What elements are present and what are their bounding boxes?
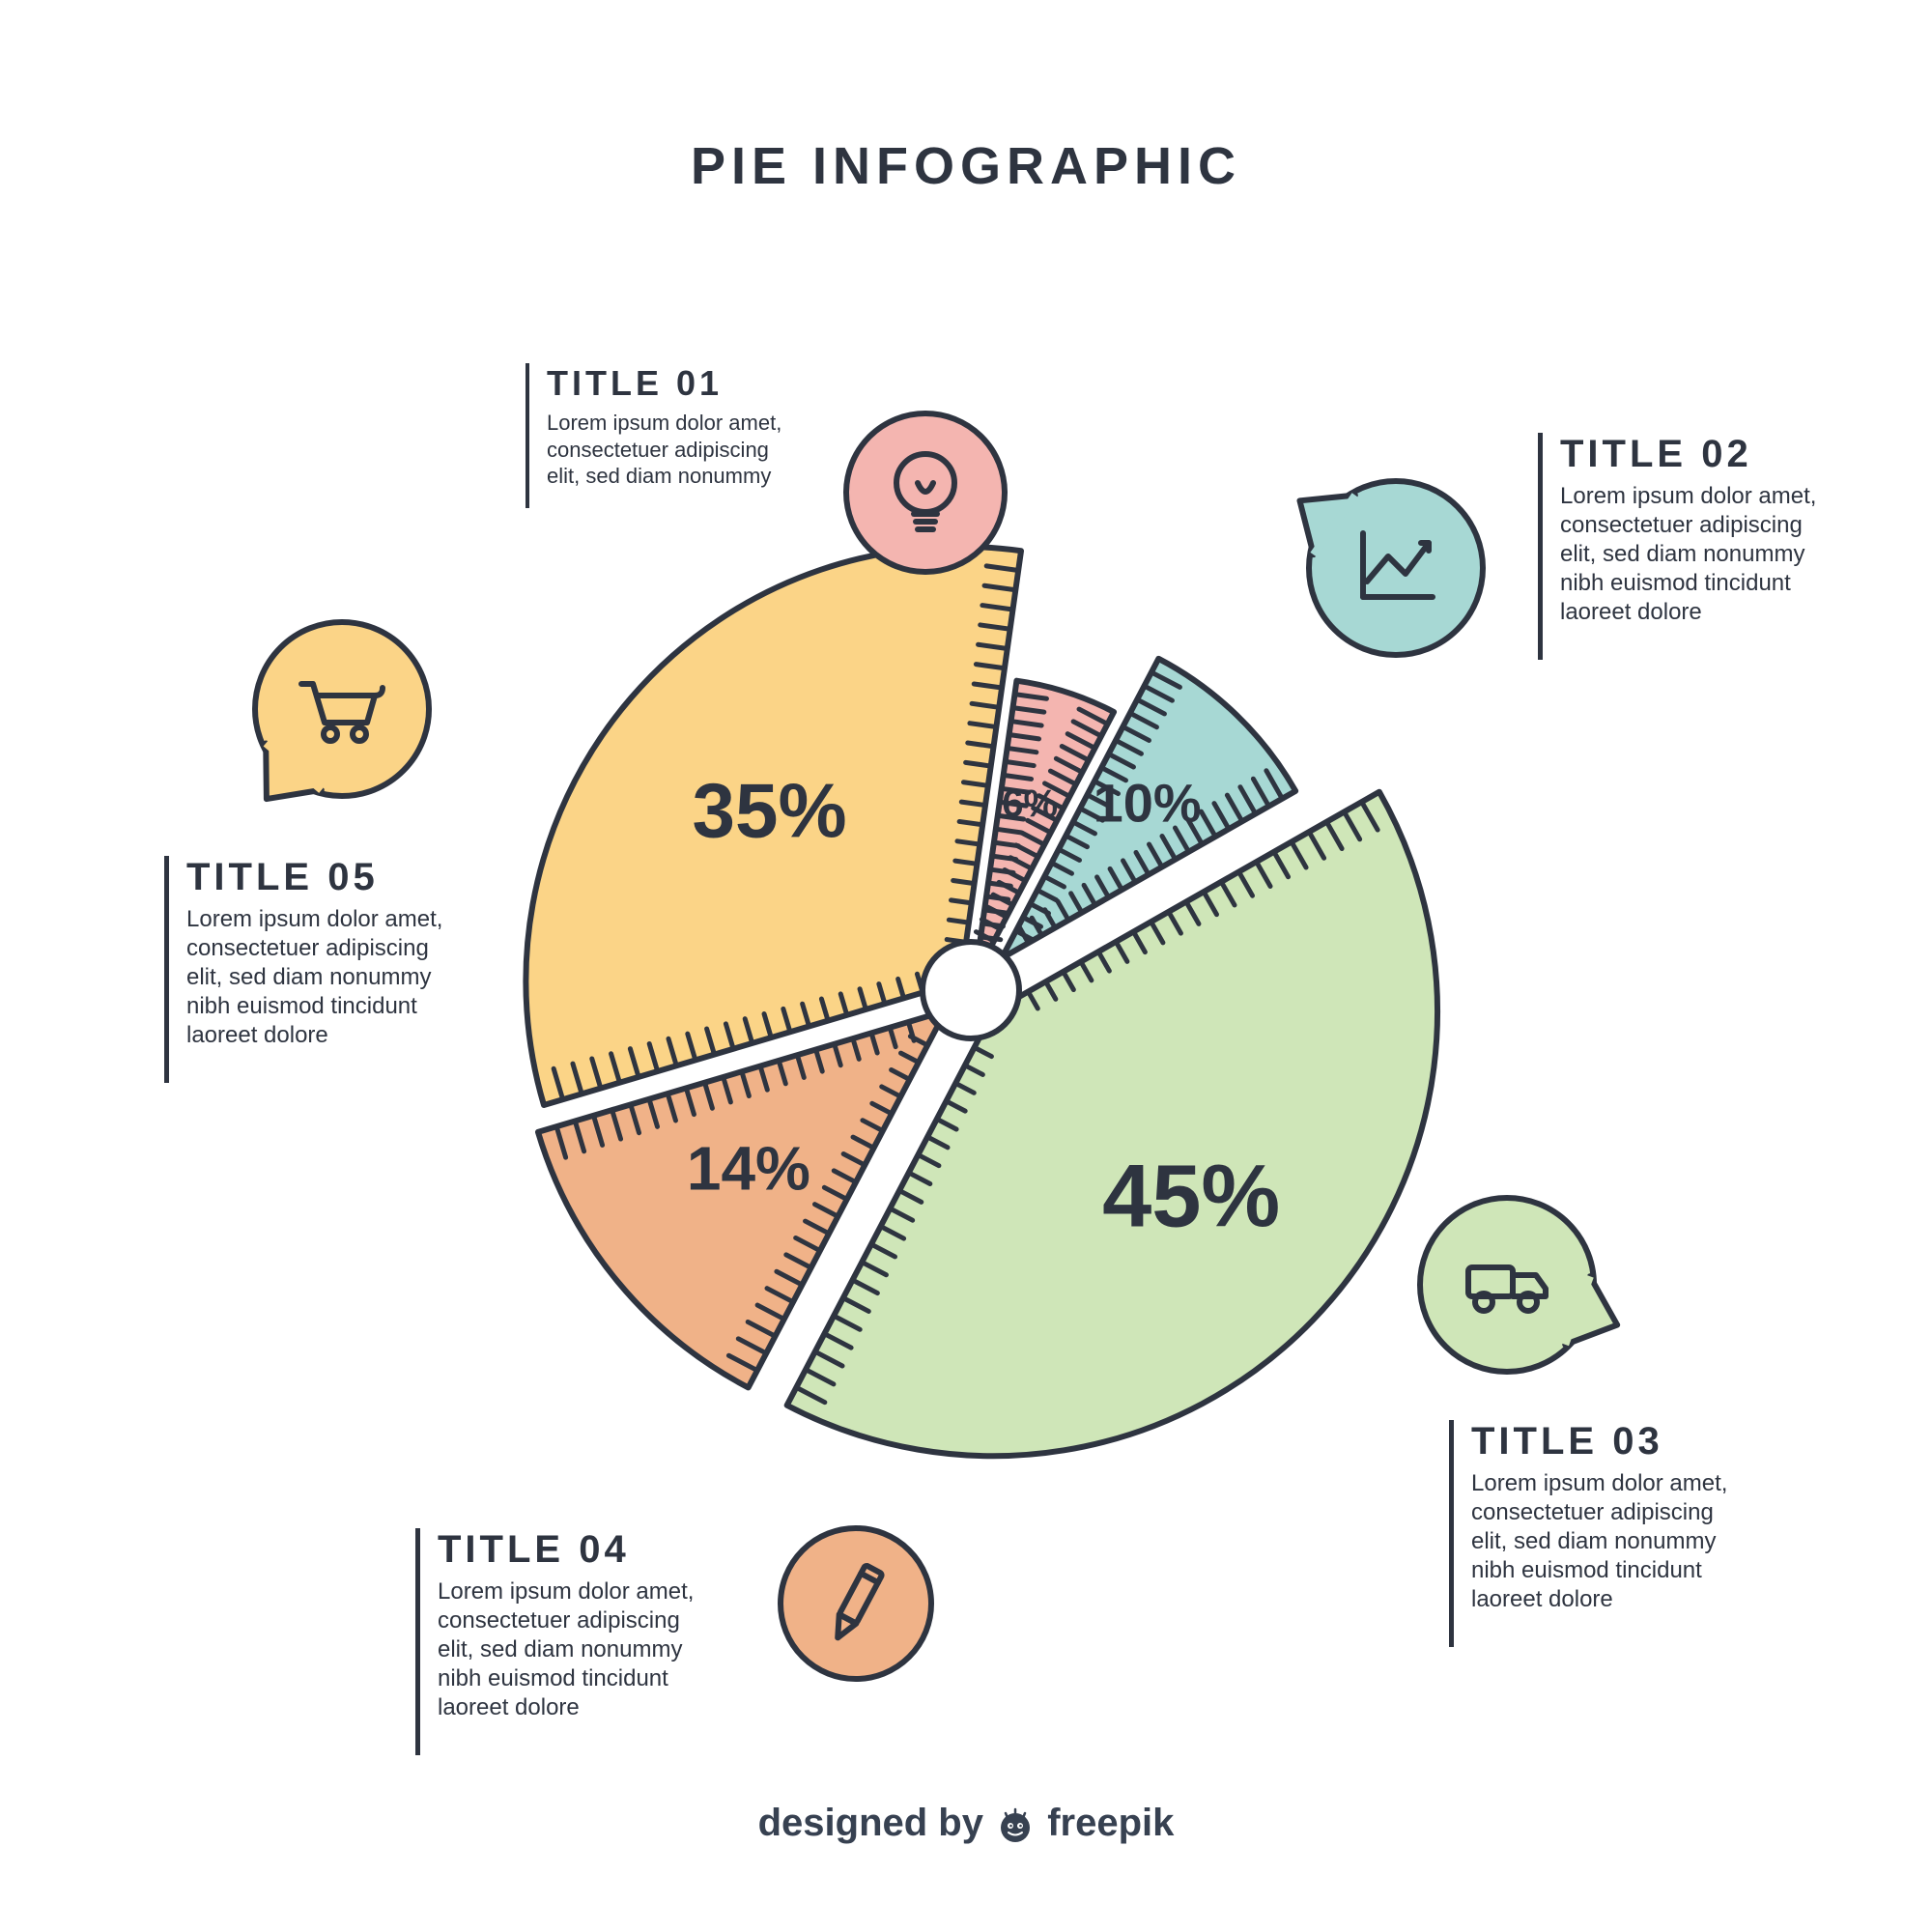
callout-title: TITLE 01 bbox=[547, 363, 781, 404]
slice-label-5: 35% bbox=[693, 768, 847, 854]
attribution-footer: designed by freepik bbox=[0, 1802, 1932, 1845]
slice-label-1: 6% bbox=[1002, 782, 1058, 825]
footer-brand: freepik bbox=[1047, 1802, 1174, 1844]
callout-rule bbox=[164, 856, 169, 1083]
callout-title: TITLE 03 bbox=[1471, 1420, 1727, 1463]
callout-title: TITLE 05 bbox=[186, 856, 442, 899]
slice-label-2: 10% bbox=[1094, 773, 1202, 834]
callout-c2: TITLE 02 Lorem ipsum dolor amet, consecte… bbox=[1538, 433, 1857, 660]
slice-label-3: 45% bbox=[1102, 1148, 1280, 1246]
callout-desc: Lorem ipsum dolor amet, consectetuer adi… bbox=[186, 905, 442, 1050]
callout-rule bbox=[1449, 1420, 1454, 1647]
slice-label-4: 14% bbox=[687, 1133, 810, 1203]
badge-cart bbox=[255, 622, 429, 799]
callout-desc: Lorem ipsum dolor amet, consectetuer adi… bbox=[547, 410, 781, 490]
freepik-logo-icon bbox=[994, 1803, 1037, 1845]
footer-prefix: designed by bbox=[758, 1802, 995, 1844]
callout-desc: Lorem ipsum dolor amet, consectetuer adi… bbox=[438, 1577, 694, 1722]
callout-c4: TITLE 04 Lorem ipsum dolor amet, consecte… bbox=[415, 1528, 734, 1755]
badge-chart bbox=[1299, 481, 1483, 655]
badge-pencil bbox=[781, 1528, 931, 1679]
callout-rule bbox=[415, 1528, 420, 1755]
callout-rule bbox=[526, 363, 529, 508]
callout-desc: Lorem ipsum dolor amet, consectetuer adi… bbox=[1560, 482, 1816, 627]
callout-desc: Lorem ipsum dolor amet, consectetuer adi… bbox=[1471, 1469, 1727, 1614]
pie-center-hole bbox=[923, 942, 1019, 1038]
callout-rule bbox=[1538, 433, 1543, 660]
callout-c1: TITLE 01 Lorem ipsum dolor amet, consecte… bbox=[526, 363, 815, 508]
callout-c5: TITLE 05 Lorem ipsum dolor amet, consecte… bbox=[164, 856, 483, 1083]
badge-bulb bbox=[846, 413, 1005, 572]
callout-title: TITLE 04 bbox=[438, 1528, 694, 1572]
callout-title: TITLE 02 bbox=[1560, 433, 1816, 476]
callout-c3: TITLE 03 Lorem ipsum dolor amet, consecte… bbox=[1449, 1420, 1768, 1647]
infographic-stage: PIE INFOGRAPHIC 6%10%45%14%35% designed … bbox=[0, 0, 1932, 1932]
badge-truck bbox=[1420, 1198, 1617, 1372]
